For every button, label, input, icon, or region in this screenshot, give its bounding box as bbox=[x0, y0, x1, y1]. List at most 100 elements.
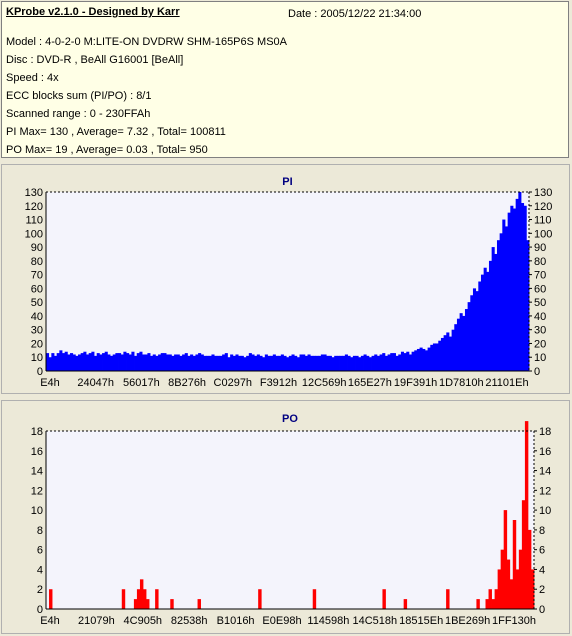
data-bar bbox=[371, 355, 375, 371]
y-tick-label-right: 70 bbox=[534, 270, 546, 282]
y-tick-label-right: 0 bbox=[539, 604, 545, 616]
data-bar bbox=[102, 353, 106, 371]
y-tick-label-left: 14 bbox=[31, 466, 43, 478]
y-tick-label-right: 100 bbox=[534, 228, 552, 240]
y-tick-label-right: 110 bbox=[534, 215, 552, 227]
data-bar bbox=[206, 355, 210, 371]
y-tick-label-right: 60 bbox=[534, 283, 546, 295]
data-bar bbox=[312, 355, 316, 371]
data-bar bbox=[88, 353, 92, 371]
data-bar bbox=[192, 355, 196, 371]
range-line: Scanned range : 0 - 230FFAh bbox=[6, 108, 151, 120]
data-bar bbox=[395, 355, 399, 371]
data-bar bbox=[403, 599, 408, 609]
data-bar bbox=[166, 354, 170, 371]
data-bar bbox=[408, 354, 412, 371]
data-bar bbox=[208, 355, 212, 371]
data-bar bbox=[240, 355, 244, 371]
data-bar bbox=[158, 354, 162, 371]
data-bar bbox=[347, 355, 351, 371]
data-bar bbox=[174, 354, 178, 371]
data-bar bbox=[509, 579, 514, 609]
data-bar bbox=[318, 355, 322, 371]
data-bar bbox=[275, 355, 279, 371]
ecc-line: ECC blocks sum (PI/PO) : 8/1 bbox=[6, 90, 152, 102]
x-tick-label: 1BE269h bbox=[445, 615, 490, 627]
data-bar bbox=[376, 355, 380, 371]
data-bar bbox=[96, 353, 100, 371]
data-bar bbox=[500, 549, 505, 609]
data-bar bbox=[475, 291, 479, 371]
data-bar bbox=[406, 351, 410, 371]
data-bar bbox=[510, 205, 514, 371]
y-tick-label-left: 2 bbox=[37, 584, 43, 596]
data-bar bbox=[136, 589, 141, 609]
pi-chart-panel: PI 0 0 10 10 20 20 30 30 40 40 50 50 60 60 70 70 80 80 90 90… bbox=[1, 164, 570, 394]
data-bar bbox=[176, 354, 180, 371]
data-bar bbox=[142, 354, 146, 371]
data-bar bbox=[486, 271, 490, 371]
data-bar bbox=[497, 569, 502, 609]
data-bar bbox=[344, 354, 348, 371]
data-bar bbox=[123, 351, 127, 371]
data-bar bbox=[507, 212, 511, 371]
y-tick-label-right: 40 bbox=[534, 311, 546, 323]
y-tick-label-right: 18 bbox=[539, 426, 551, 438]
y-tick-label-left: 10 bbox=[31, 352, 43, 364]
data-bar bbox=[374, 354, 378, 371]
data-bar bbox=[307, 354, 311, 371]
y-tick-label-right: 10 bbox=[534, 352, 546, 364]
data-bar bbox=[296, 357, 300, 371]
x-tick-label: 19F391h bbox=[394, 377, 437, 389]
data-bar bbox=[515, 198, 519, 371]
y-tick-label-left: 6 bbox=[37, 545, 43, 557]
data-bar bbox=[488, 260, 493, 371]
data-bar bbox=[262, 357, 266, 371]
data-bar bbox=[382, 353, 386, 371]
y-tick-label-left: 16 bbox=[31, 446, 43, 458]
data-bar bbox=[358, 357, 362, 371]
data-bar bbox=[272, 354, 276, 371]
data-bar bbox=[72, 354, 76, 371]
data-bar bbox=[258, 589, 262, 609]
data-bar bbox=[121, 589, 126, 609]
y-tick-label-right: 4 bbox=[539, 564, 545, 576]
data-bar bbox=[256, 354, 260, 371]
x-tick-label: 8B276h bbox=[168, 377, 206, 389]
y-tick-label-left: 8 bbox=[37, 525, 43, 537]
data-bar bbox=[190, 354, 194, 371]
data-bar bbox=[368, 357, 372, 371]
data-bar bbox=[170, 599, 174, 609]
data-bar bbox=[46, 353, 50, 371]
data-bar bbox=[270, 355, 274, 371]
data-bar bbox=[182, 354, 186, 371]
app-title: KProbe v2.1.0 - Designed by Karr bbox=[6, 6, 180, 18]
x-tick-label: B1016h bbox=[217, 615, 255, 627]
data-bar bbox=[512, 520, 517, 609]
data-bar bbox=[456, 318, 461, 371]
data-bar bbox=[294, 355, 298, 371]
data-bar bbox=[155, 589, 159, 609]
x-tick-label: 1FF130h bbox=[492, 615, 536, 627]
data-bar bbox=[171, 355, 175, 371]
data-bar bbox=[355, 355, 359, 371]
y-tick-label-right: 20 bbox=[534, 338, 546, 350]
data-bar bbox=[139, 351, 143, 371]
data-bar bbox=[267, 355, 271, 371]
data-bar bbox=[499, 233, 503, 371]
data-bar bbox=[419, 347, 423, 371]
y-tick-label-right: 14 bbox=[539, 466, 551, 478]
y-tick-label-left: 4 bbox=[37, 564, 43, 576]
data-bar bbox=[187, 355, 191, 371]
data-bar bbox=[278, 355, 282, 371]
data-bar bbox=[197, 599, 201, 609]
y-tick-label-left: 0 bbox=[37, 366, 43, 378]
data-bar bbox=[126, 353, 130, 371]
po-chart: PO 0 0 2 2 4 4 6 6 8 8 10 10 12 12 14 14 16 16 18 18 E4h 21079… bbox=[31, 413, 552, 627]
data-bar bbox=[59, 350, 63, 371]
data-bar bbox=[112, 354, 116, 371]
data-bar bbox=[459, 313, 463, 371]
y-tick-label-right: 10 bbox=[539, 505, 551, 517]
data-bar bbox=[315, 355, 319, 371]
info-panel: KProbe v2.1.0 - Designed by Karr Date : … bbox=[1, 1, 569, 158]
